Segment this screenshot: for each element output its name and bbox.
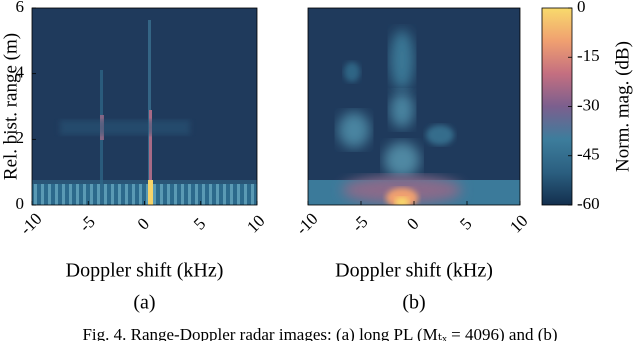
x-tick-label: 10 [506, 211, 531, 236]
heatmap-image-a [32, 8, 257, 205]
panel-label: (a) [133, 292, 155, 314]
colorbar-tick-label: -60 [577, 194, 600, 213]
heatmap-image-b [308, 8, 520, 205]
colorbar-tick-label: -30 [577, 95, 600, 114]
panel-label: (b) [402, 292, 425, 314]
y-axis-label: Rel. bist. range (m) [0, 33, 21, 180]
colorbar-tick-label: -45 [577, 145, 600, 164]
x-tick-label: 5 [190, 214, 209, 233]
x-axis-label: Doppler shift (kHz) [335, 260, 493, 282]
colorbar [541, 7, 573, 206]
x-tick-label: -10 [292, 209, 321, 238]
x-tick-label: -10 [16, 209, 45, 238]
colorbar-label: Norm. mag. (dB) [612, 41, 633, 172]
x-tick-label: 5 [456, 214, 475, 233]
x-tick-label: 10 [243, 211, 268, 236]
x-tick-label: 0 [403, 214, 422, 233]
x-tick-label: -5 [348, 212, 371, 235]
y-tick-label: 2 [16, 128, 25, 147]
y-tick-label: 0 [16, 194, 25, 213]
caption: Fig. 4. Range-Doppler radar images: (a) … [82, 325, 557, 341]
x-tick-label: -5 [75, 212, 98, 235]
colorbar-tick-label: -15 [577, 46, 600, 65]
colorbar-tick-label: 0 [577, 0, 586, 16]
x-tick-label: 0 [134, 214, 153, 233]
x-axis-label: Doppler shift (kHz) [66, 260, 224, 282]
y-tick-label: 6 [16, 0, 25, 16]
y-tick-label: 4 [16, 63, 25, 82]
